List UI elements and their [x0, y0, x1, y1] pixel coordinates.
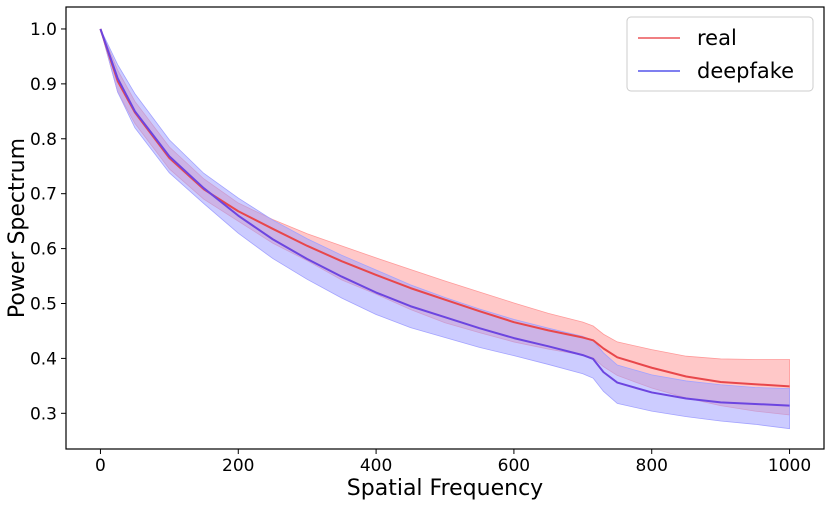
y-tick-label: 0.4: [30, 349, 57, 369]
y-axis-ticks: 0.3 0.4 0.5 0.6 0.7 0.8 0.9 1.0: [30, 20, 66, 424]
legend-label-real: real: [697, 26, 737, 50]
x-tick-label: 400: [360, 456, 392, 476]
legend-label-deepfake: deepfake: [697, 59, 794, 83]
band-deepfake: [100, 28, 790, 430]
x-tick-label: 200: [222, 456, 254, 476]
x-axis-label: Spatial Frequency: [347, 476, 543, 501]
y-tick-label: 0.5: [30, 294, 57, 314]
x-tick-label: 1000: [768, 456, 811, 476]
legend: real deepfake: [626, 16, 814, 92]
y-tick-label: 0.3: [30, 404, 57, 424]
x-tick-label: 0: [95, 456, 106, 476]
y-tick-label: 1.0: [30, 20, 57, 40]
y-tick-label: 0.6: [30, 240, 57, 260]
series-lines: [99, 28, 790, 407]
y-axis-label: Power Spectrum: [5, 138, 30, 318]
y-tick-label: 0.8: [30, 130, 57, 150]
x-axis-ticks: 0 200 400 600 800 1000: [95, 449, 811, 476]
confidence-bands: [100, 28, 790, 430]
x-tick-label: 600: [498, 456, 530, 476]
y-tick-label: 0.7: [30, 185, 57, 205]
plot-frame: [65, 6, 825, 450]
line-deepfake: [99, 28, 790, 407]
y-tick-label: 0.9: [30, 75, 57, 95]
x-tick-label: 800: [636, 456, 668, 476]
legend-box: [626, 16, 814, 92]
